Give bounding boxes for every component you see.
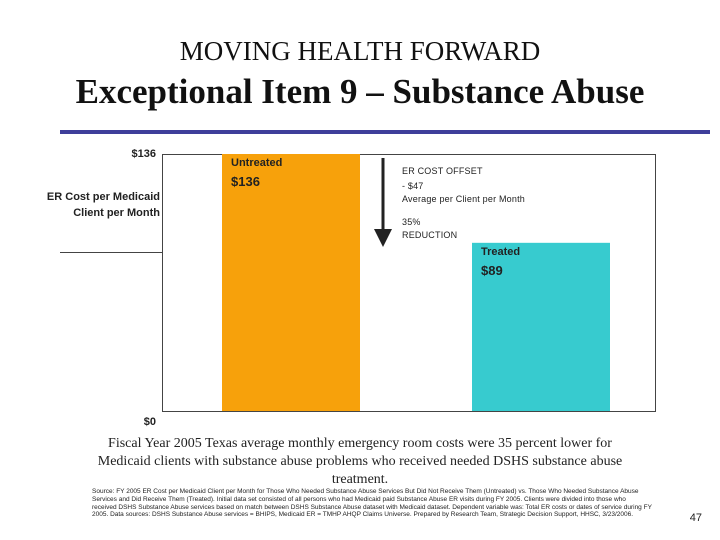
slide-subtitle: MOVING HEALTH FORWARD (179, 36, 541, 66)
x-axis-line (162, 411, 656, 412)
slide-title: Exceptional Item 9 – Substance Abuse (75, 72, 645, 111)
y-tick-zero: $0 (143, 416, 156, 428)
bar-label-untreated: Untreated (231, 157, 283, 169)
source-note: Source: FY 2005 ER Cost per Medicaid Cli… (92, 488, 652, 519)
reference-line (60, 252, 162, 253)
y-axis-label: ER Cost per Medicaid Client per Month (46, 191, 160, 219)
bar-value-untreated: $136 (231, 174, 260, 189)
offset-value: - $47 (402, 181, 424, 191)
title-divider (60, 130, 710, 134)
offset-detail: Average per Client per Month (402, 194, 525, 204)
y-axis-line (162, 154, 163, 412)
offset-title: ER COST OFFSET (402, 166, 483, 176)
reduction-percent: 35% (402, 217, 421, 227)
plot-area-right-edge (655, 154, 656, 412)
y-tick-max: $136 (131, 148, 156, 160)
bar-untreated (222, 154, 360, 411)
reduction-label: REDUCTION (402, 230, 458, 240)
bar-treated (472, 242, 610, 411)
chart-caption: Fiscal Year 2005 Texas average monthly e… (97, 436, 623, 487)
page-number: 47 (689, 512, 702, 524)
plot-area-top-edge (162, 154, 656, 155)
bar-value-treated: $89 (481, 262, 503, 278)
bar-label-treated: Treated (481, 245, 521, 258)
